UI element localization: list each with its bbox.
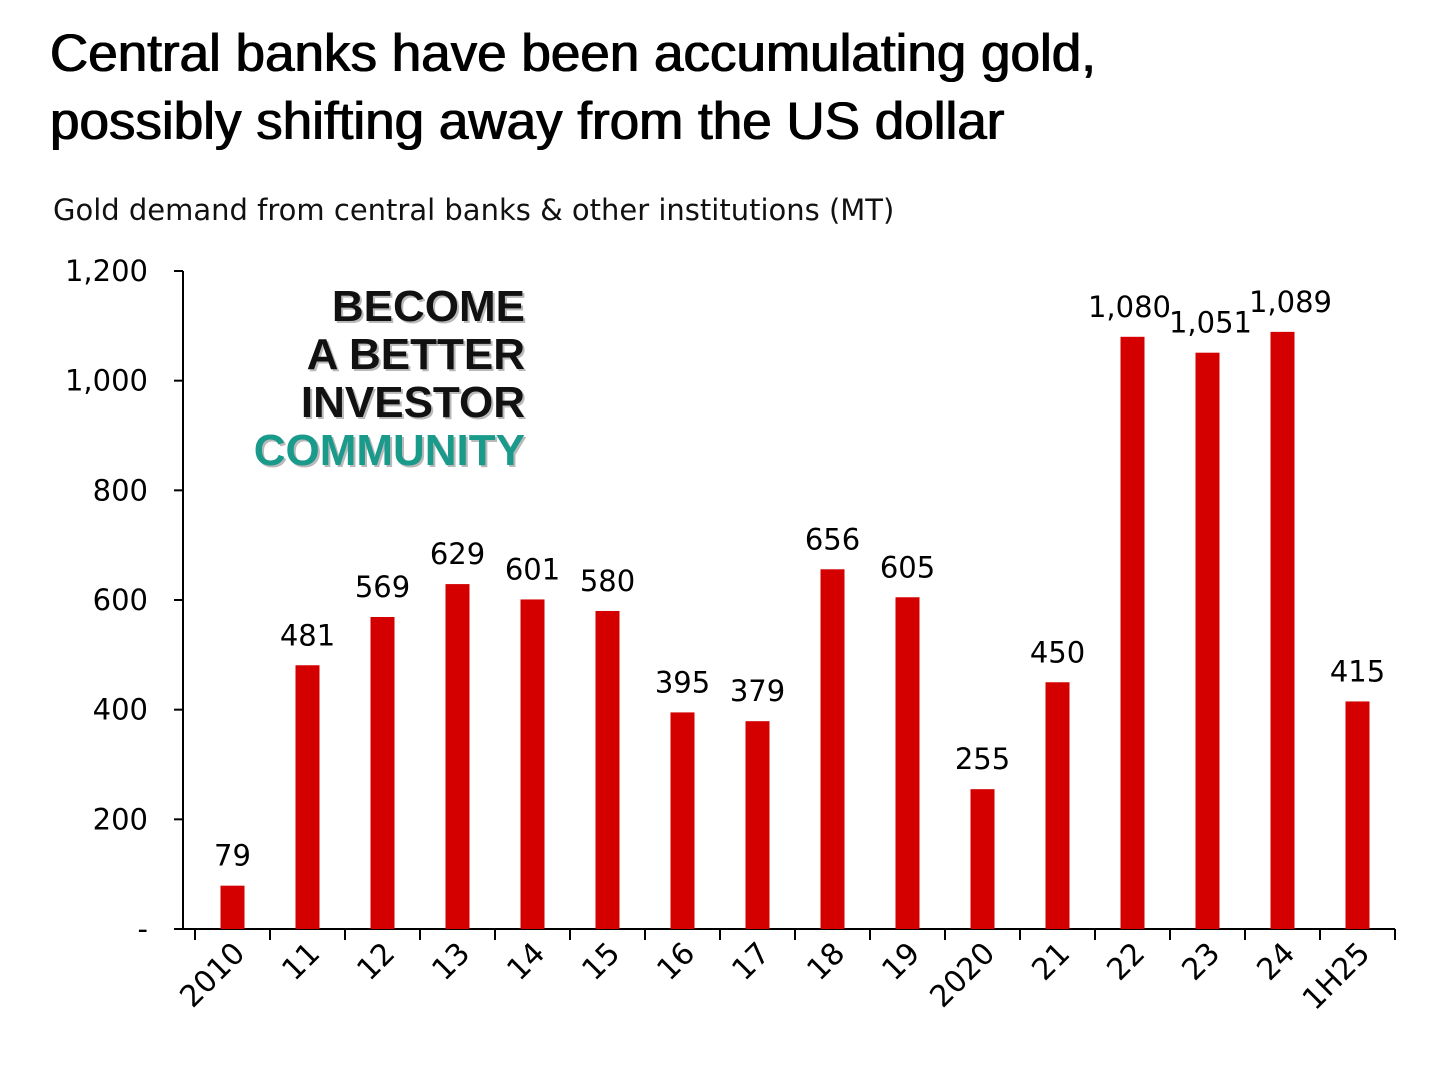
data-label: 605 [880,550,935,584]
x-tick-label: 2010 [173,936,252,1015]
x-tick-label: 14 [500,936,552,988]
data-label: 569 [355,570,410,604]
data-label: 580 [580,564,635,598]
x-tick-label: 11 [275,936,327,988]
y-tick-label: 800 [93,473,148,507]
data-label: 1,051 [1169,306,1252,340]
chart-title: Central banks have been accumulating gol… [50,20,1430,156]
bar [970,789,995,929]
x-tick-label: 13 [425,936,477,988]
data-label: 656 [805,522,860,556]
badge-line-4: COMMUNITY [253,426,525,475]
bar [1120,336,1145,929]
badge-line-1: BECOME [331,282,525,331]
bar [445,584,470,929]
bar [1195,352,1220,929]
bar [670,712,695,929]
badge-line-3: INVESTOR [300,378,525,427]
chart-subtitle: Gold demand from central banks & other i… [53,193,895,227]
data-label: 255 [955,742,1010,776]
value-labels: 79 481 569 629 601 580 395 379 656 605 255 450 1,080… [214,285,1385,873]
data-label: 629 [430,537,485,571]
x-tick-label: 16 [650,936,702,988]
y-tick-label: 200 [93,802,148,836]
bar [745,721,770,929]
x-tick-label: 19 [875,936,927,988]
data-label: 1,089 [1249,285,1332,319]
y-axis: - 200 400 600 800 1,000 1,200 [65,254,184,946]
data-label: 601 [505,552,560,586]
bar [295,665,320,929]
bar [895,597,920,929]
y-tick-label: - [138,912,148,946]
y-tick-label: 1,000 [65,364,148,398]
y-tick-label: 1,200 [65,254,148,288]
bars [220,331,1370,929]
data-label: 450 [1030,635,1085,669]
x-tick-label: 23 [1175,936,1227,988]
y-tick-label: 600 [93,583,148,617]
watermark-badge: BECOME A BETTER INVESTOR COMMUNITY [254,283,525,475]
x-tick-label: 18 [800,936,852,988]
x-tick-label: 24 [1250,936,1302,988]
data-label: 481 [280,618,335,652]
chart-title-line-2: possibly shifting away from the US dolla… [50,92,1005,151]
data-label: 395 [655,665,710,699]
bar [520,599,545,929]
bar [370,616,395,929]
y-tick-label: 400 [93,693,148,727]
x-tick-label: 21 [1025,936,1077,988]
data-label: 79 [214,839,251,873]
x-tick-label: 22 [1100,936,1152,988]
data-label: 415 [1330,654,1385,688]
bar [220,885,245,929]
x-tick-label: 12 [350,936,402,988]
badge-line-2: A BETTER [306,330,525,379]
x-tick-label: 15 [575,936,627,988]
chart-title-line-1: Central banks have been accumulating gol… [50,24,1096,83]
bar [1270,331,1295,929]
x-tick-label: 1H25 [1296,936,1377,1017]
x-tick-label: 17 [725,936,777,988]
data-label: 1,080 [1088,290,1171,324]
bar [820,569,845,929]
data-label: 379 [730,674,785,708]
bar [1045,682,1070,929]
bar [1345,701,1370,929]
bar [595,610,620,929]
x-tick-label: 2020 [923,936,1002,1015]
